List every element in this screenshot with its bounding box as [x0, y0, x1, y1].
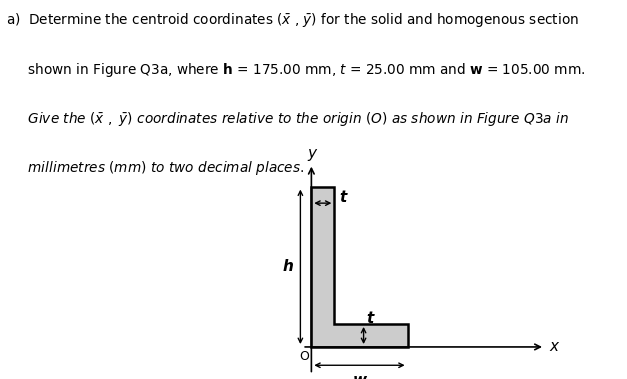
Text: x: x — [549, 340, 559, 354]
Text: t: t — [340, 190, 347, 205]
Text: t: t — [366, 311, 374, 326]
Text: y: y — [307, 146, 316, 161]
Text: $\bf{\it{Give\ the\ (\bar{x}\ ,\ \bar{y})\ coordinates\ relative\ to\ the\ origi: $\bf{\it{Give\ the\ (\bar{x}\ ,\ \bar{y}… — [6, 110, 569, 128]
Text: a)  Determine the centroid coordinates ($\bar{x}$ , $\bar{y}$) for the solid and: a) Determine the centroid coordinates ($… — [6, 11, 579, 29]
Text: $\bf{\it{millimetres\ (mm)\ to\ two\ decimal\ places.}}$: $\bf{\it{millimetres\ (mm)\ to\ two\ dec… — [6, 159, 305, 177]
Polygon shape — [312, 187, 408, 347]
Text: w: w — [352, 373, 367, 379]
Text: h: h — [282, 259, 293, 274]
Text: shown in Figure Q3a, where $\mathbf{h}$ = 175.00 mm, $\mathit{t}$ = 25.00 mm and: shown in Figure Q3a, where $\mathbf{h}$ … — [6, 61, 586, 78]
Text: O: O — [300, 350, 310, 363]
